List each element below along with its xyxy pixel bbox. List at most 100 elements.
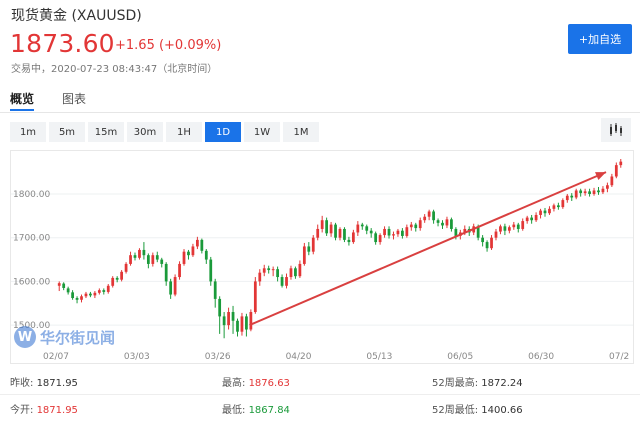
candle-body (499, 226, 502, 232)
candle-body (543, 210, 547, 214)
today-open: 今开: 1871.95 (10, 401, 78, 416)
tab-overview[interactable]: 概览 (10, 92, 35, 106)
day-high-value: 1876.63 (248, 378, 290, 389)
period-1w[interactable]: 1W (244, 122, 280, 142)
candle-body (436, 220, 440, 223)
candle-body (534, 214, 538, 221)
candle-body (151, 255, 155, 264)
candle-body (115, 277, 119, 280)
candle-body (71, 292, 74, 299)
period-30m[interactable]: 30m (127, 122, 163, 142)
candle-body (102, 290, 106, 292)
watermark-logo: W (14, 326, 36, 348)
week52-low: 52周最低: 1400.66 (432, 401, 523, 416)
candle-body (503, 226, 507, 231)
candle-body (592, 190, 596, 194)
candle-body (93, 292, 97, 296)
current-price: 1873.60 (10, 29, 115, 58)
period-1d[interactable]: 1D (205, 122, 241, 142)
candlestick-icon (610, 123, 622, 136)
candle-body (579, 190, 583, 194)
x-tick-label: 05/13 (366, 352, 392, 362)
candle-body (374, 233, 378, 243)
candle-body (231, 312, 235, 321)
x-tick-label: 02/07 (43, 352, 69, 362)
candle-body (485, 242, 489, 249)
candle-body (191, 246, 195, 256)
candle-body (597, 190, 600, 193)
candle-body (454, 228, 458, 236)
tab-chart[interactable]: 图表 (62, 92, 87, 106)
instrument-title: 现货黄金 (XAUUSD) (11, 8, 142, 24)
y-tick-label: 1500.00 (13, 321, 50, 331)
candle-body (173, 277, 177, 295)
candle-body (481, 237, 484, 243)
candle-body (196, 239, 199, 247)
candle-body (325, 220, 329, 234)
chart-type-button[interactable] (601, 118, 631, 142)
candle-body (378, 235, 382, 243)
period-1mo[interactable]: 1M (283, 122, 319, 142)
candle-body (178, 263, 181, 278)
week52-high-value: 1872.24 (481, 378, 523, 389)
candle-body (556, 205, 560, 208)
candle-body (338, 228, 342, 238)
period-15m[interactable]: 15m (88, 122, 124, 142)
candle-body (302, 246, 306, 264)
period-selector: 1m 5m 15m 30m 1H 1D 1W 1M (10, 122, 322, 142)
candle-body (133, 255, 137, 258)
candle-body (307, 246, 311, 252)
candle-body (369, 230, 373, 234)
today-open-value: 1871.95 (36, 405, 78, 416)
candle-body (606, 185, 609, 189)
candle-body (245, 316, 248, 330)
candle-body (525, 217, 529, 222)
trend-arrow-line (249, 171, 607, 327)
candle-body (334, 224, 337, 238)
candle-body (552, 205, 556, 209)
candle-body (548, 208, 551, 214)
candle-body (155, 255, 159, 260)
candle-body (521, 221, 525, 229)
candle-body (218, 298, 222, 317)
add-to-watchlist-button[interactable]: +加自选 (568, 24, 632, 54)
active-tab-indicator (10, 109, 34, 111)
candle-body (539, 210, 542, 215)
candle-body (267, 268, 271, 271)
candle-body (570, 195, 574, 198)
today-open-label: 今开: (10, 405, 34, 416)
candle-body (565, 195, 569, 201)
candlestick-chart: 1800.00 1700.00 1600.00 1500.00 02/07 03/03 03… (11, 159, 633, 362)
candle-body (294, 268, 297, 277)
x-tick-label: 06/05 (447, 352, 473, 362)
candle-body (57, 283, 61, 286)
candle-body (507, 227, 511, 231)
candle-body (530, 217, 534, 221)
candle-body (432, 211, 435, 221)
candle-body (329, 224, 333, 234)
stats-row: 昨收: 1871.95 最高: 1876.63 52周最高: 1872.24 (0, 368, 640, 395)
trend-arrow-head (595, 172, 607, 181)
watermark-text: 华尔街见闻 (40, 328, 116, 347)
candle-body (164, 263, 168, 282)
period-1m[interactable]: 1m (10, 122, 46, 142)
period-5m[interactable]: 5m (49, 122, 85, 142)
week52-low-value: 1400.66 (481, 405, 523, 416)
candle-body (343, 228, 346, 240)
candle-body (463, 228, 467, 233)
candle-body (182, 251, 186, 264)
price-chart[interactable]: 1800.00 1700.00 1600.00 1500.00 02/07 03/03 03… (10, 150, 634, 364)
candle-body (476, 226, 480, 238)
x-tick-label: 07/2 (609, 352, 629, 362)
candle-body (347, 239, 351, 243)
stats-row: 今开: 1871.95 最低: 1867.84 52周最低: 1400.66 (0, 395, 640, 421)
candle-body (298, 263, 302, 277)
candle-body (169, 281, 173, 295)
candle-body (253, 281, 257, 313)
candle-body (227, 312, 230, 326)
prev-close-value: 1871.95 (36, 378, 78, 389)
candle-body (200, 239, 204, 251)
candle-body (271, 269, 275, 271)
candle-body (494, 231, 498, 238)
period-1h[interactable]: 1H (166, 122, 202, 142)
